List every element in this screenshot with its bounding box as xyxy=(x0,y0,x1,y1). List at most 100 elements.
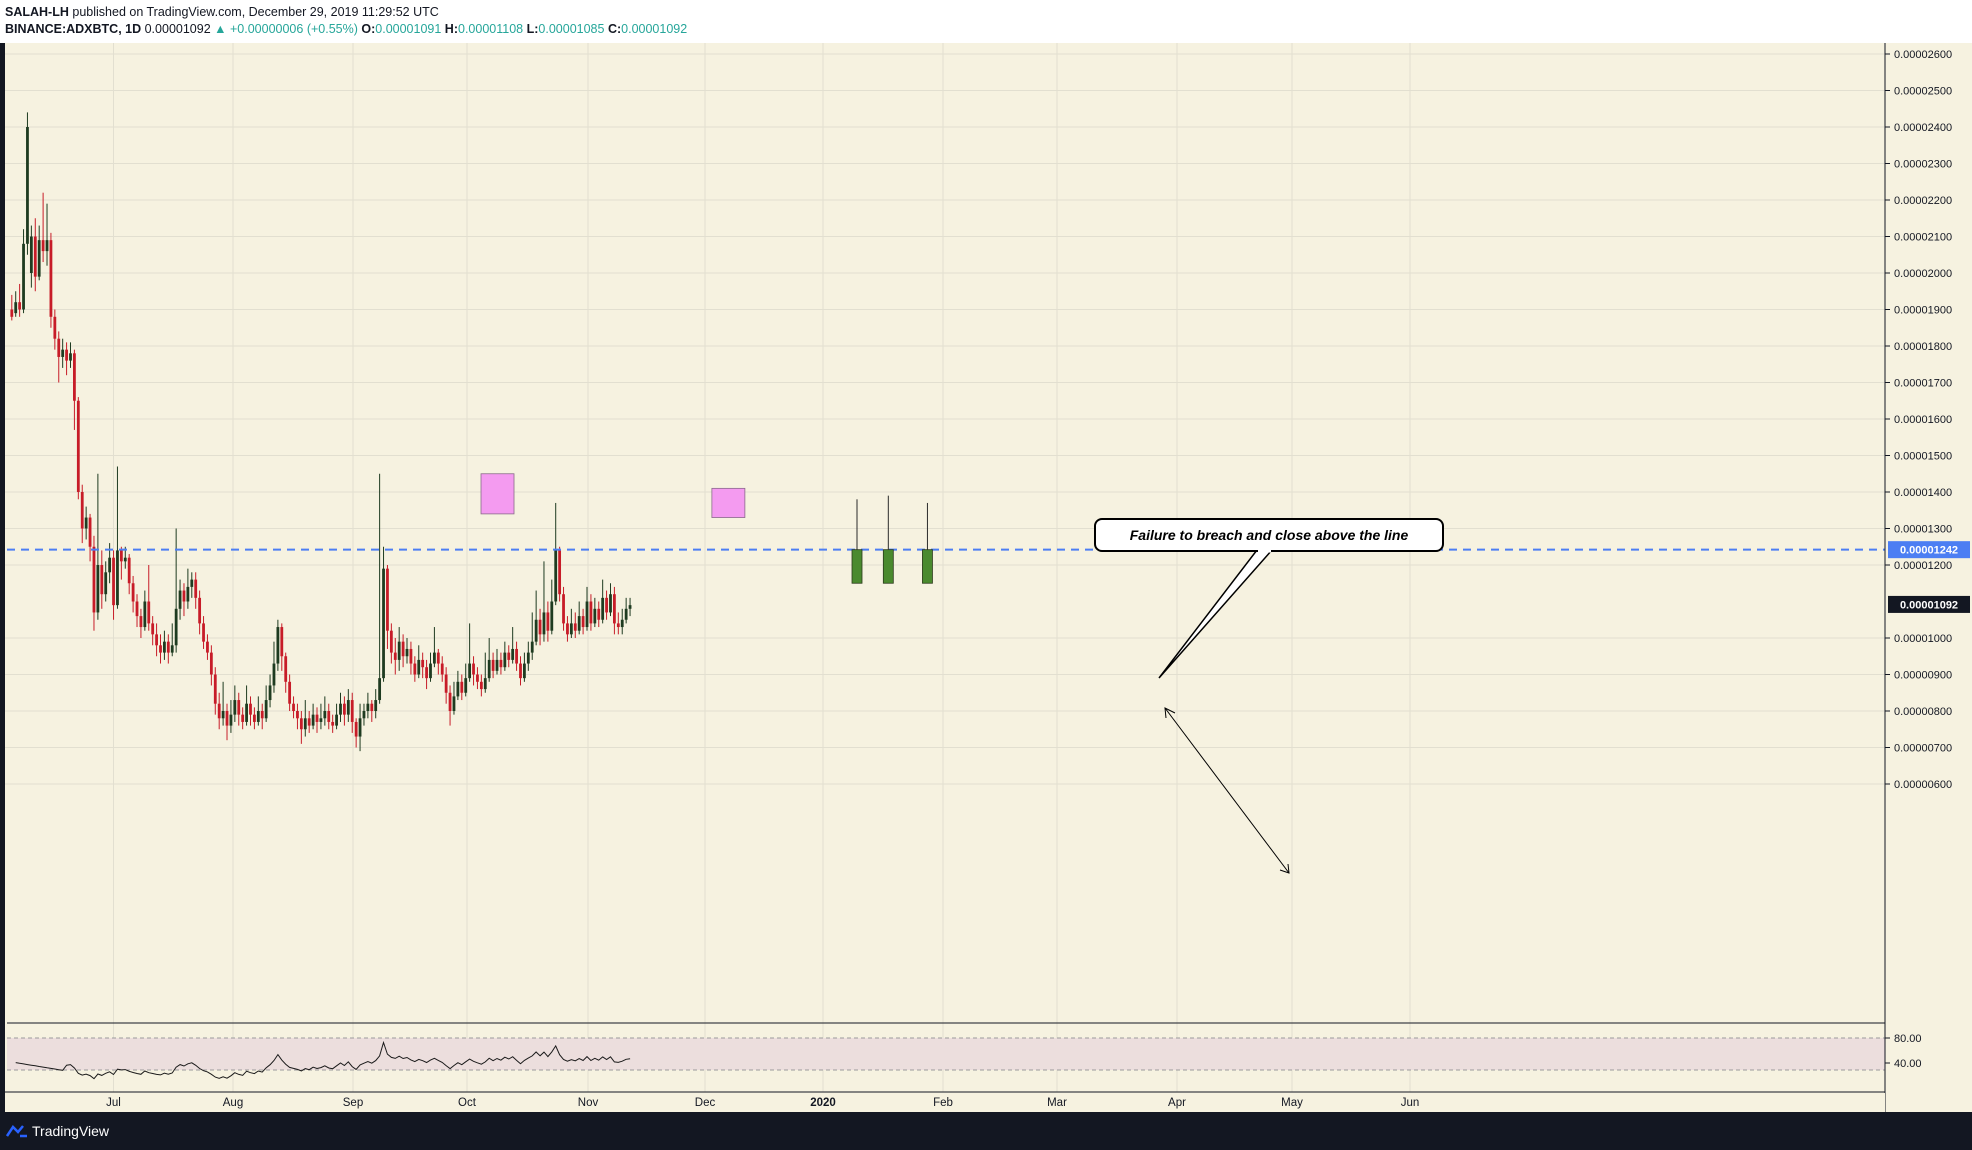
candle xyxy=(245,685,248,726)
up-triangle-icon: ▲ xyxy=(214,22,227,36)
candle xyxy=(116,466,119,609)
time-label: Dec xyxy=(695,1097,716,1109)
candle xyxy=(483,652,487,693)
candle xyxy=(593,597,597,628)
candle xyxy=(33,218,37,292)
open-value: 0.00001091 xyxy=(375,22,442,36)
price-tick-label: 0.00001900 xyxy=(1894,305,1952,317)
candle xyxy=(119,546,123,580)
price-tick-label: 0.00000700 xyxy=(1894,743,1952,755)
candle xyxy=(73,349,76,430)
candle xyxy=(253,707,256,730)
candle xyxy=(620,608,624,635)
candle xyxy=(299,711,303,744)
candle xyxy=(448,685,452,726)
candle xyxy=(605,590,608,620)
candle xyxy=(206,634,209,660)
symbol-interval[interactable]: BINANCE:ADXBTC, 1D xyxy=(5,22,142,36)
highlight-box[interactable] xyxy=(480,473,515,515)
chart-background xyxy=(5,43,1885,1112)
candle xyxy=(503,641,507,671)
rsi-band xyxy=(7,1038,1887,1070)
candle xyxy=(601,579,605,624)
projected-candle[interactable] xyxy=(851,499,863,584)
candle xyxy=(597,601,601,628)
current-price: 0.00001092 xyxy=(1900,599,1958,611)
candle xyxy=(18,283,22,317)
price-tick-label: 0.00000800 xyxy=(1894,706,1952,718)
candle xyxy=(29,225,33,288)
price-tick-label: 0.00001800 xyxy=(1894,341,1952,353)
candle xyxy=(491,652,495,679)
rsi-line xyxy=(15,1040,631,1080)
candle xyxy=(460,674,464,701)
projected-candle[interactable] xyxy=(882,495,894,584)
candle xyxy=(249,696,252,726)
candle xyxy=(401,634,405,668)
level-label-bg xyxy=(1888,541,1970,559)
candle xyxy=(354,718,358,748)
time-label: Mar xyxy=(1047,1097,1067,1109)
candle xyxy=(499,652,503,675)
candle xyxy=(96,473,100,620)
projected-candle[interactable] xyxy=(922,502,933,584)
candle xyxy=(100,550,104,609)
candle xyxy=(69,342,72,368)
candle xyxy=(233,685,237,722)
price-tick-label: 0.00002500 xyxy=(1894,86,1952,98)
candle xyxy=(554,502,558,606)
candle xyxy=(405,638,409,664)
author-name[interactable]: SALAH-LH xyxy=(5,5,69,19)
candle xyxy=(22,229,25,314)
symbol-legend: BINANCE:ADXBTC, 1D 0.00001092 ▲ +0.00000… xyxy=(5,22,687,36)
rsi-tick-label: 40.00 xyxy=(1894,1058,1922,1070)
candle xyxy=(170,623,174,657)
time-label: Jul xyxy=(106,1097,121,1109)
tradingview-logo-icon[interactable] xyxy=(6,1124,28,1138)
candle xyxy=(624,597,628,624)
candle xyxy=(260,703,264,730)
arrow-line xyxy=(1164,707,1290,874)
footer-brand[interactable]: TradingView xyxy=(32,1123,110,1139)
level-price-label: 0.00001242 xyxy=(1888,541,1970,559)
level-label: 0.00001242 xyxy=(1900,545,1958,557)
candle xyxy=(546,601,550,642)
time-axis-labels: Jul Aug Sep Oct Nov Dec 2020 Feb Mar Apr May Jun xyxy=(106,1097,1419,1109)
price-tick-label: 0.00001000 xyxy=(1894,633,1952,645)
price-tick-label: 0.00002300 xyxy=(1894,159,1952,171)
candle xyxy=(217,692,221,730)
candle xyxy=(534,590,538,646)
price-axis[interactable] xyxy=(1885,43,1972,1112)
current-label-bg xyxy=(1888,595,1970,613)
candle xyxy=(464,663,468,697)
annotation-callout[interactable]: Failure to breach and close above the li… xyxy=(1094,518,1444,679)
price-tick-label: 0.00001500 xyxy=(1894,451,1952,463)
price-tick-label: 0.00001300 xyxy=(1894,524,1952,536)
candle xyxy=(303,700,307,737)
candle xyxy=(131,575,135,613)
highlight-box[interactable] xyxy=(711,487,746,518)
candle xyxy=(57,331,61,383)
candle xyxy=(589,594,593,631)
price-tick-label: 0.00002600 xyxy=(1894,49,1952,61)
candle xyxy=(229,700,233,733)
time-axis[interactable] xyxy=(5,1093,1885,1112)
candle xyxy=(558,546,562,602)
time-label: Oct xyxy=(458,1097,477,1109)
candle xyxy=(280,623,284,671)
candle xyxy=(350,692,354,733)
price-tick-label: 0.00002200 xyxy=(1894,195,1952,207)
candle xyxy=(562,586,565,631)
candle xyxy=(155,623,158,657)
candle xyxy=(323,696,327,726)
candle xyxy=(472,656,475,686)
candle xyxy=(127,554,131,595)
arrow-drawing[interactable] xyxy=(1164,707,1290,874)
time-label: 2020 xyxy=(810,1097,836,1109)
candle xyxy=(182,583,186,617)
candle xyxy=(550,579,554,635)
chart-area[interactable]: Failure to breach and close above the li… xyxy=(0,43,1972,1112)
candle xyxy=(139,608,143,638)
candle xyxy=(479,674,483,697)
candle xyxy=(198,590,202,635)
